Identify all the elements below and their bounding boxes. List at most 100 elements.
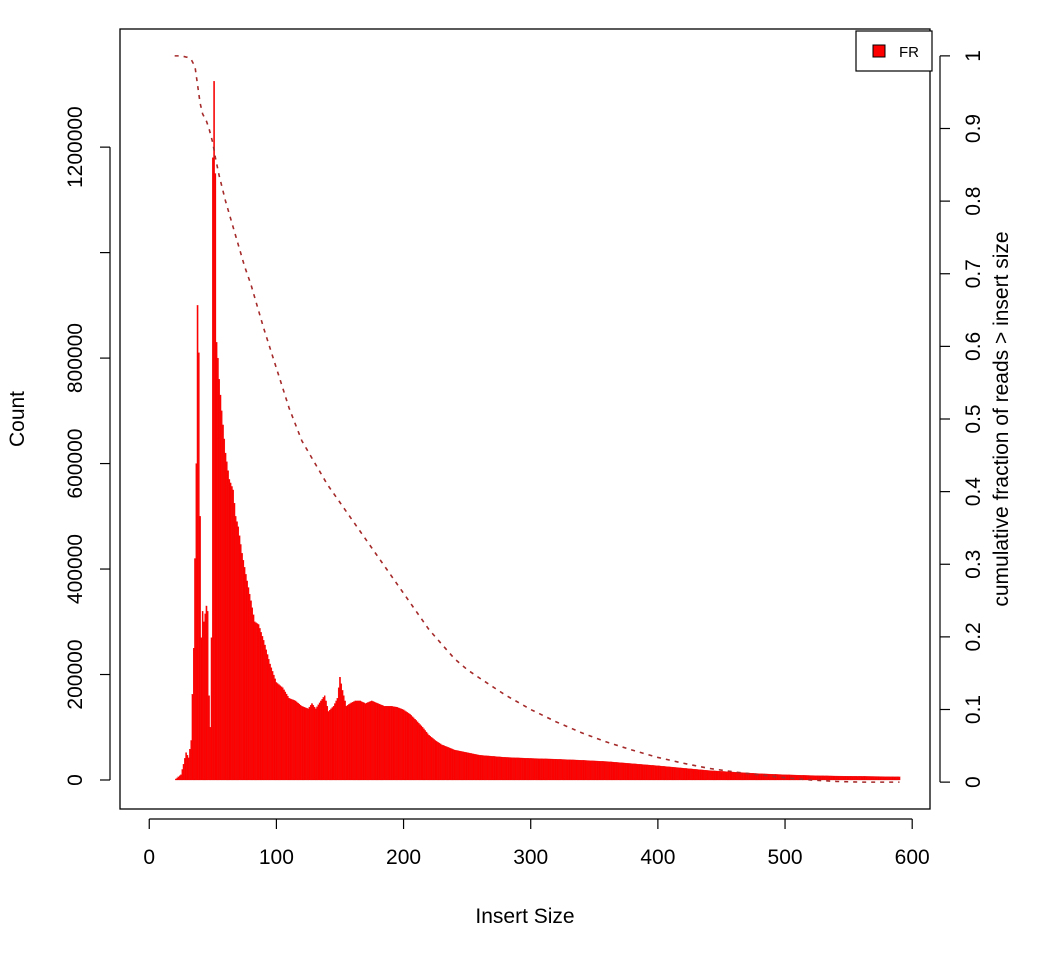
histogram-bar [303,707,306,781]
histogram-bar [789,774,791,781]
histogram-bar [826,775,828,781]
histogram-bar [583,760,585,781]
histogram-bar [538,758,541,781]
histogram-bar [696,769,699,781]
histogram-bar [550,758,552,781]
histogram-bar [210,637,213,781]
y-axis-left: 0 200000 400000 600000 800000 1200000 [64,106,111,786]
histogram-bar [535,758,537,781]
histogram-bar [285,693,288,781]
histogram-bar [501,756,504,781]
histogram-bar [176,777,178,781]
histogram-bar [720,771,723,781]
histogram-bar [892,776,894,781]
histogram-bar [738,772,741,781]
histogram-bar [465,752,467,781]
histogram-bar [462,751,465,781]
histogram-bar [357,700,359,781]
histogram-bar [234,516,237,781]
histogram-bar [879,776,882,781]
histogram-bar [458,750,461,781]
histogram-bar [252,614,255,781]
histogram-bar [198,352,200,781]
histogram-bar [350,702,353,781]
histogram-bar [421,727,424,781]
histogram-bar [312,705,315,781]
histogram-bar [683,768,686,781]
histogram-bar [208,695,210,781]
histogram-bar [723,771,725,781]
histogram-bar [486,755,489,781]
histogram-bar [716,770,719,781]
histogram-bar [551,758,554,781]
histogram-bar [868,776,870,781]
y-tick-label: 600000 [64,429,87,499]
histogram-bar [219,394,222,781]
histogram-bar [346,705,349,781]
histogram-bar [293,700,295,781]
histogram-bar [866,776,869,781]
histogram-bar [471,753,473,781]
histogram-bar [229,482,232,781]
histogram-bar [714,770,716,781]
histogram-bar [812,775,814,781]
histogram-bar [184,758,186,781]
histogram-bar [397,707,400,781]
histogram-bar [650,765,653,781]
histogram-bar [724,771,727,781]
histogram-bar [278,684,280,781]
histogram-bar [330,708,332,781]
histogram-bar [222,424,224,781]
histogram-bar [597,760,599,781]
histogram-bar [423,728,425,781]
histogram-bar [578,759,580,781]
histogram-bar [182,764,185,781]
histogram-bar [822,775,824,781]
histogram-bar [428,735,430,781]
histogram-bar [270,667,273,781]
histogram-bar [533,758,536,781]
histogram-bar [898,776,901,781]
histogram-bar [707,770,710,781]
histogram-bar [671,766,673,781]
histogram-bar [700,769,702,781]
histogram-bar [855,776,858,781]
histogram-bar [776,774,779,781]
histogram-bar [561,759,564,781]
histogram-bar [261,636,264,781]
x-tick-label: 300 [513,846,548,869]
histogram-bar [255,622,257,781]
histogram-bar [476,754,479,781]
histogram-bar [542,758,545,781]
histogram-bar [256,623,259,781]
histogram-bar [287,696,289,781]
histogram-bar [433,739,435,781]
histogram-bar [777,774,780,781]
histogram-bar [360,701,363,781]
histogram-bar [206,611,209,781]
histogram-bar [805,775,808,781]
histogram-bar [480,755,482,781]
histogram-bar [233,502,236,781]
histogram-bar [859,776,861,781]
histogram-bar [888,776,891,781]
histogram-bar [376,702,378,781]
histogram-bar [587,760,589,781]
histogram-bar [513,757,515,781]
histogram-bar [484,755,486,781]
histogram-bar [568,759,570,781]
histogram-bar [608,761,611,781]
histogram-bar [325,700,327,781]
histogram-bar [803,775,805,781]
histogram-bar [463,751,466,781]
histogram-bar [711,770,714,781]
histogram-bar [873,776,875,781]
y2-tick-label: 0.2 [962,622,985,651]
histogram-bar [259,628,261,781]
histogram-bar [742,772,744,781]
histogram-bar [283,689,285,781]
histogram-bar [189,749,191,781]
histogram-bar [719,771,721,781]
histogram-bar [515,757,518,781]
